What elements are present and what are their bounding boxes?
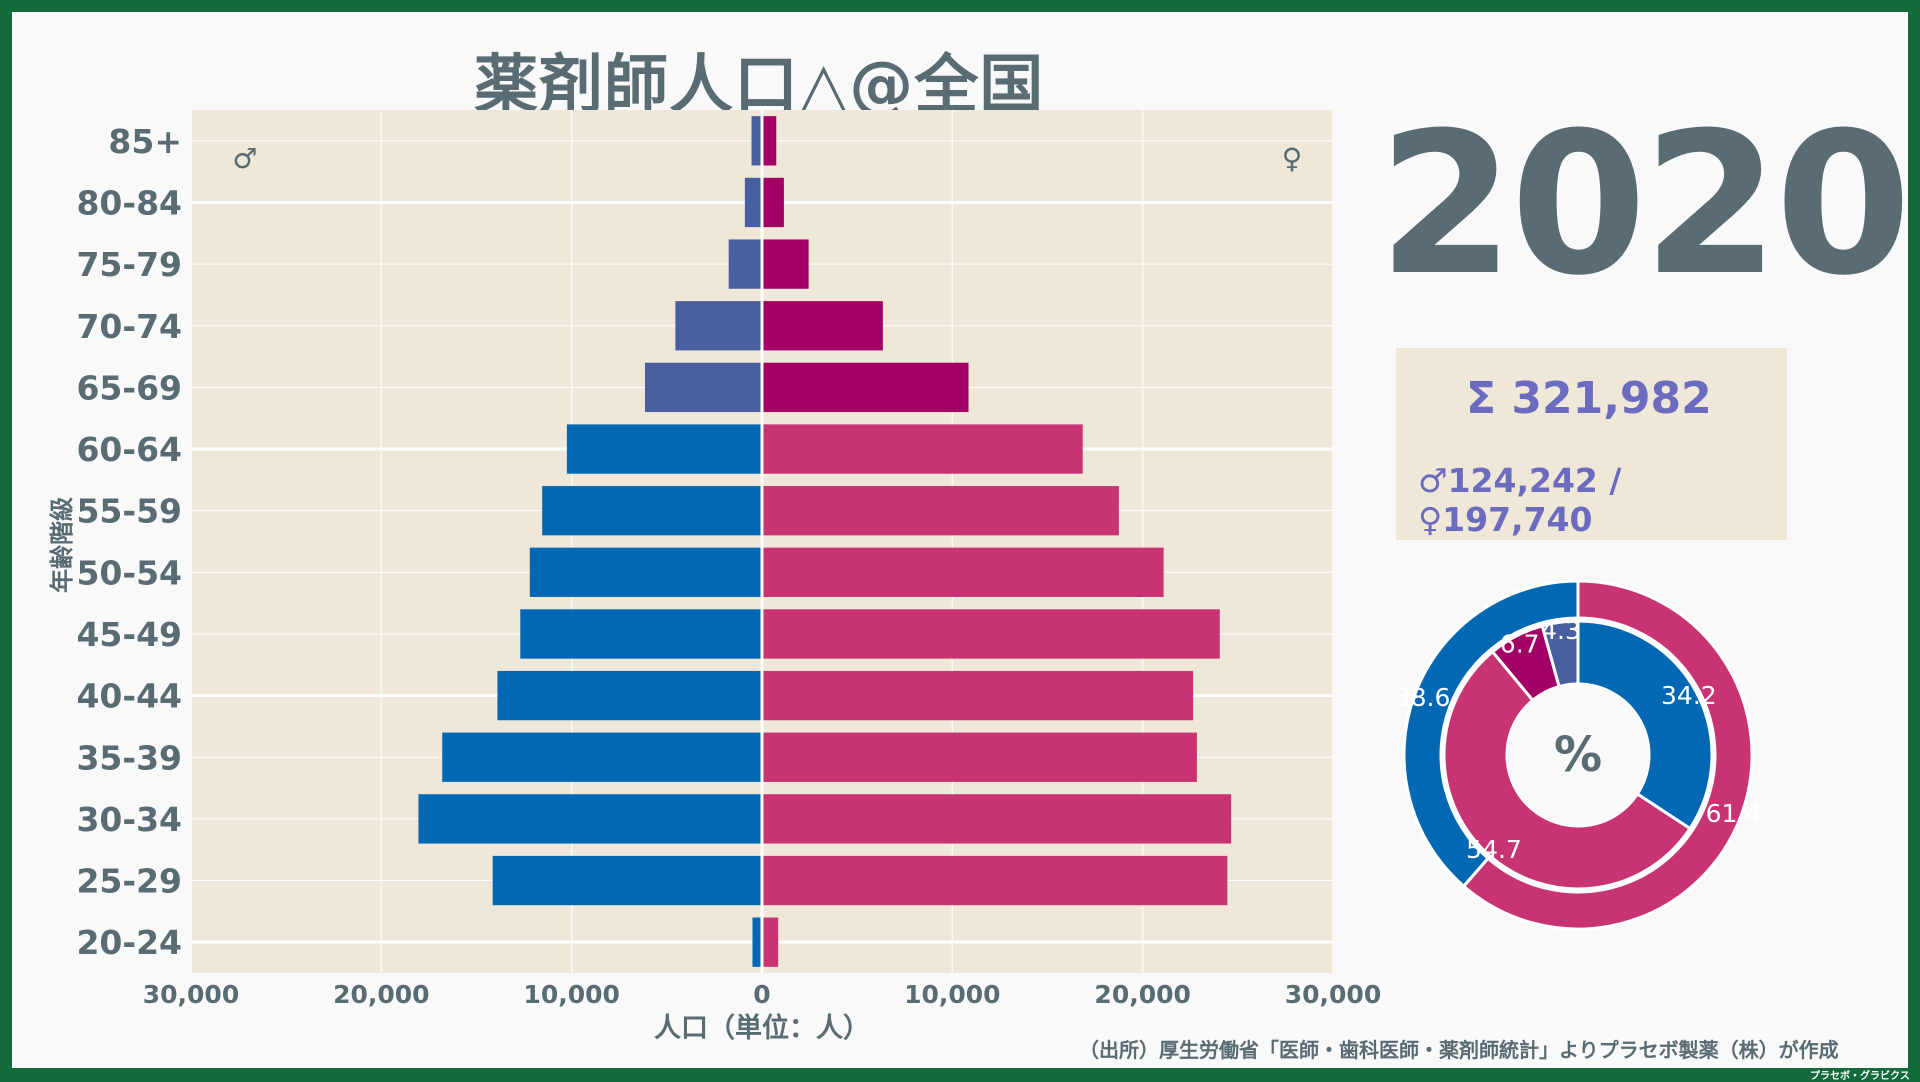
credit-label: プラセボ・グラビクス xyxy=(1810,1071,1910,1082)
chart-title: 薬剤師人口△@全国 xyxy=(474,49,1045,123)
total-box: Σ 321,982 ♂124,242 / ♀197,740 xyxy=(1396,348,1787,540)
source-note: （出所）厚生労働省「医師・歯科医師・薬剤師統計」よりプラセボ製薬（株）が作成 xyxy=(1079,1038,1839,1062)
year-label: 2020 xyxy=(1378,91,1912,319)
total-value: Σ 321,982 xyxy=(1466,373,1712,424)
gender-split: ♂124,242 / ♀197,740 xyxy=(1418,461,1622,539)
chart-frame: 薬剤師人口△@全国 2020 Σ 321,982 ♂124,242 / ♀197… xyxy=(12,12,1912,1068)
